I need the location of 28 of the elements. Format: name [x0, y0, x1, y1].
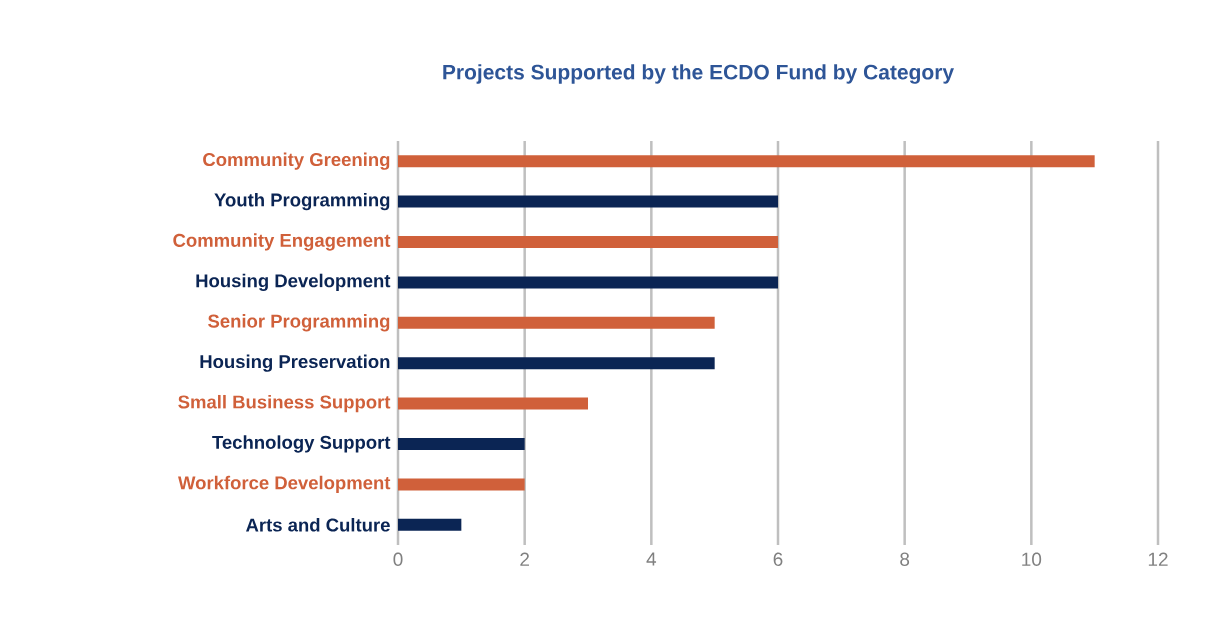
bar [398, 397, 589, 410]
bar [398, 235, 779, 248]
bar [398, 155, 1095, 168]
bar [398, 478, 525, 491]
y-tick-label: Small Business Support [178, 394, 391, 413]
y-tick-label: Housing Preservation [200, 354, 390, 372]
bar [398, 437, 525, 450]
bar [398, 518, 462, 531]
y-tick-label: Senior Programming [208, 314, 390, 332]
bar [398, 316, 715, 329]
y-tick-label: Workforce Development [178, 475, 391, 494]
x-tick-label: 0 [393, 552, 403, 566]
y-tick-label: Housing Development [196, 273, 391, 292]
x-tick-label: 8 [900, 552, 910, 566]
x-tick-label: 10 [1022, 552, 1042, 566]
bar [398, 195, 779, 208]
y-tick-label: Technology Support [212, 435, 391, 453]
y-tick-label: Youth Programming [214, 192, 390, 211]
y-tick-label: Arts and Culture [246, 517, 390, 532]
x-tick-label: 6 [773, 552, 783, 566]
x-tick-label: 2 [520, 552, 529, 566]
x-tick-label: 12 [1148, 552, 1168, 566]
bar [398, 276, 779, 289]
chart-title: Projects Supported by the ECDO Fund by Category [443, 64, 954, 84]
x-tick-label: 4 [646, 552, 657, 566]
y-tick-label: Community Greening [203, 152, 390, 170]
bar [398, 357, 715, 370]
y-tick-label: Community Engagement [173, 233, 391, 251]
